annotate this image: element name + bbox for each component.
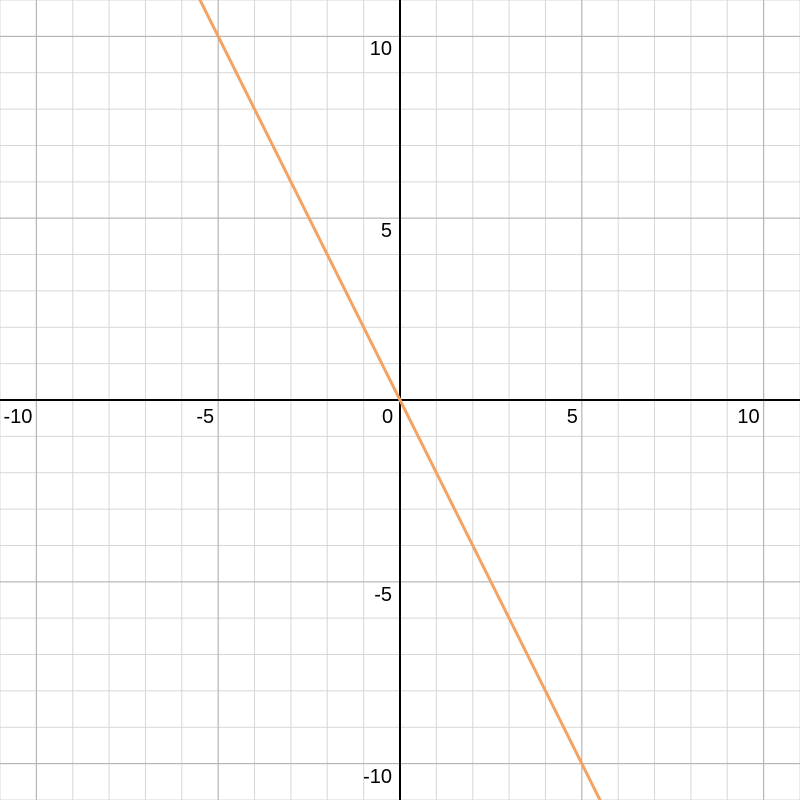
- chart-svg: [0, 0, 800, 800]
- x-tick-label: 10: [0, 406, 760, 429]
- y-tick-label: -10: [0, 766, 392, 789]
- y-tick-label: 5: [0, 220, 392, 243]
- y-tick-label: -5: [0, 584, 392, 607]
- y-tick-label: 10: [0, 38, 392, 61]
- line-chart: -10-50510-10-5510: [0, 0, 800, 800]
